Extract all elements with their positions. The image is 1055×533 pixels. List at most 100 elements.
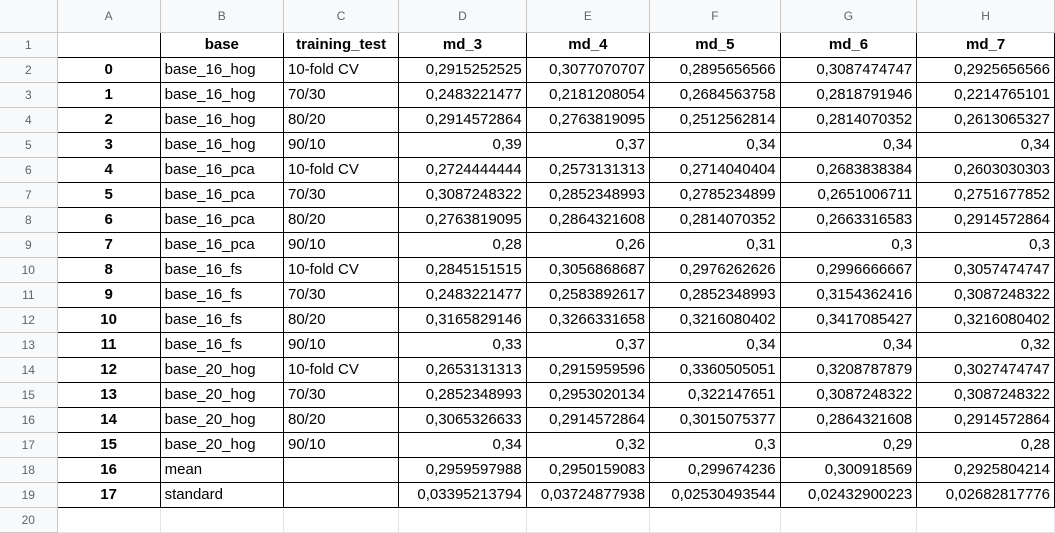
value-cell[interactable]: 0,3154362416 <box>779 281 918 308</box>
value-cell[interactable]: 0,2814070352 <box>649 206 781 233</box>
value-cell[interactable]: 0,3027474747 <box>916 356 1055 383</box>
value-cell[interactable]: 0,2914572864 <box>525 406 651 433</box>
value-cell[interactable]: 0,32 <box>525 431 651 458</box>
row-number[interactable]: 9 <box>0 232 58 258</box>
row-number[interactable]: 19 <box>0 482 58 508</box>
value-cell[interactable]: 0,300918569 <box>779 456 918 483</box>
index-cell[interactable] <box>57 507 161 533</box>
value-cell[interactable]: 0,02682817776 <box>916 481 1055 508</box>
value-cell[interactable]: 0,3 <box>916 231 1055 258</box>
value-cell[interactable]: 0,2603030303 <box>916 156 1055 183</box>
training-test-cell[interactable]: 10-fold CV <box>282 356 400 383</box>
base-cell[interactable]: base_16_fs <box>159 306 285 333</box>
value-cell[interactable]: 0,2763819095 <box>398 206 527 233</box>
value-cell[interactable]: 0,2953020134 <box>525 381 651 408</box>
value-cell[interactable]: 0,34 <box>779 131 918 158</box>
value-cell[interactable]: 0,03724877938 <box>525 481 651 508</box>
index-cell[interactable]: 8 <box>56 256 161 283</box>
base-cell[interactable]: base_16_fs <box>159 281 285 308</box>
value-cell[interactable]: 0,322147651 <box>649 381 781 408</box>
row-number[interactable]: 16 <box>0 407 58 433</box>
value-cell[interactable]: 0,2684563758 <box>649 81 781 108</box>
value-cell[interactable]: 0,28 <box>916 431 1055 458</box>
value-cell[interactable]: 0,3 <box>779 231 918 258</box>
base-cell[interactable]: base_20_hog <box>159 356 285 383</box>
training-test-cell[interactable]: 10-fold CV <box>282 156 400 183</box>
value-cell[interactable]: 0,2950159083 <box>525 456 651 483</box>
value-cell[interactable]: 0,2214765101 <box>916 81 1055 108</box>
row-number[interactable]: 7 <box>0 182 58 208</box>
row-number[interactable]: 5 <box>0 132 58 158</box>
value-cell[interactable]: 0,3087474747 <box>779 56 918 83</box>
base-cell[interactable]: base_16_hog <box>159 56 285 83</box>
training-test-cell[interactable]: 10-fold CV <box>282 56 400 83</box>
index-cell[interactable]: 5 <box>56 181 161 208</box>
value-cell[interactable] <box>526 507 651 533</box>
value-cell[interactable]: 0,3015075377 <box>649 406 781 433</box>
column-header-b[interactable]: B <box>160 0 285 33</box>
cell[interactable]: md_5 <box>649 31 781 58</box>
value-cell[interactable]: 0,3360505051 <box>649 356 781 383</box>
index-cell[interactable]: 3 <box>56 131 161 158</box>
row-number[interactable]: 13 <box>0 332 58 358</box>
training-test-cell[interactable] <box>283 507 400 533</box>
value-cell[interactable]: 0,03395213794 <box>398 481 527 508</box>
row-number[interactable]: 18 <box>0 457 58 483</box>
value-cell[interactable]: 0,2483221477 <box>398 81 527 108</box>
value-cell[interactable]: 0,2763819095 <box>525 106 651 133</box>
base-cell[interactable]: base_16_fs <box>159 256 285 283</box>
index-cell[interactable]: 2 <box>56 106 161 133</box>
value-cell[interactable]: 0,32 <box>916 331 1055 358</box>
value-cell[interactable]: 0,3087248322 <box>779 381 918 408</box>
base-cell[interactable]: base_16_hog <box>159 81 285 108</box>
value-cell[interactable]: 0,34 <box>649 131 781 158</box>
select-all-corner[interactable] <box>0 0 58 33</box>
row-number[interactable]: 20 <box>0 507 58 533</box>
value-cell[interactable]: 0,2683838384 <box>779 156 918 183</box>
training-test-cell[interactable]: 70/30 <box>282 81 400 108</box>
training-test-cell[interactable]: 70/30 <box>282 281 400 308</box>
value-cell[interactable]: 0,3087248322 <box>398 181 527 208</box>
index-cell[interactable]: 4 <box>56 156 161 183</box>
value-cell[interactable] <box>649 507 781 533</box>
value-cell[interactable]: 0,2925656566 <box>916 56 1055 83</box>
cell[interactable]: training_test <box>282 31 400 58</box>
value-cell[interactable]: 0,26 <box>525 231 651 258</box>
base-cell[interactable]: base_16_pca <box>159 231 285 258</box>
row-number[interactable]: 15 <box>0 382 58 408</box>
training-test-cell[interactable]: 90/10 <box>282 331 400 358</box>
value-cell[interactable]: 0,3165829146 <box>398 306 527 333</box>
value-cell[interactable]: 0,31 <box>649 231 781 258</box>
index-cell[interactable]: 10 <box>56 306 161 333</box>
cell[interactable]: md_6 <box>779 31 918 58</box>
value-cell[interactable]: 0,2814070352 <box>779 106 918 133</box>
training-test-cell[interactable] <box>282 456 400 483</box>
value-cell[interactable]: 0,299674236 <box>649 456 781 483</box>
value-cell[interactable] <box>916 507 1055 533</box>
index-cell[interactable]: 6 <box>56 206 161 233</box>
training-test-cell[interactable]: 70/30 <box>282 181 400 208</box>
row-number[interactable]: 2 <box>0 57 58 83</box>
base-cell[interactable]: base_16_pca <box>159 156 285 183</box>
value-cell[interactable]: 0,2976262626 <box>649 256 781 283</box>
value-cell[interactable]: 0,02530493544 <box>649 481 781 508</box>
value-cell[interactable]: 0,2785234899 <box>649 181 781 208</box>
value-cell[interactable]: 0,2724444444 <box>398 156 527 183</box>
training-test-cell[interactable]: 80/20 <box>282 106 400 133</box>
row-number[interactable]: 17 <box>0 432 58 458</box>
value-cell[interactable]: 0,2573131313 <box>525 156 651 183</box>
base-cell[interactable]: base_20_hog <box>159 406 285 433</box>
value-cell[interactable]: 0,3056868687 <box>525 256 651 283</box>
cell[interactable] <box>56 31 161 58</box>
value-cell[interactable]: 0,2583892617 <box>525 281 651 308</box>
index-cell[interactable]: 1 <box>56 81 161 108</box>
training-test-cell[interactable]: 10-fold CV <box>282 256 400 283</box>
index-cell[interactable]: 16 <box>56 456 161 483</box>
index-cell[interactable]: 11 <box>56 331 161 358</box>
training-test-cell[interactable]: 80/20 <box>282 406 400 433</box>
value-cell[interactable]: 0,2663316583 <box>779 206 918 233</box>
row-number[interactable]: 12 <box>0 307 58 333</box>
value-cell[interactable]: 0,3087248322 <box>916 381 1055 408</box>
row-number[interactable]: 14 <box>0 357 58 383</box>
row-number[interactable]: 4 <box>0 107 58 133</box>
